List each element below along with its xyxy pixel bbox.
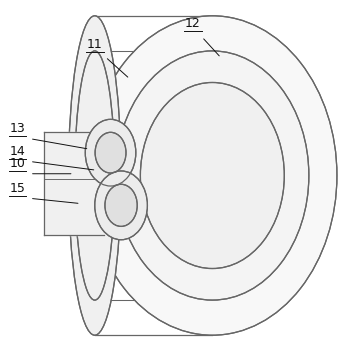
Text: 11: 11 — [87, 38, 103, 51]
Ellipse shape — [88, 16, 337, 335]
Ellipse shape — [95, 171, 147, 240]
Text: 10: 10 — [10, 157, 25, 170]
Text: 15: 15 — [10, 182, 25, 195]
Ellipse shape — [85, 119, 136, 186]
Ellipse shape — [75, 51, 115, 300]
Ellipse shape — [68, 16, 121, 335]
Ellipse shape — [116, 51, 309, 300]
Ellipse shape — [95, 132, 126, 173]
Ellipse shape — [140, 82, 284, 269]
Ellipse shape — [105, 184, 137, 226]
Text: 12: 12 — [185, 17, 201, 30]
Text: 13: 13 — [10, 122, 25, 135]
Text: 14: 14 — [10, 145, 25, 158]
